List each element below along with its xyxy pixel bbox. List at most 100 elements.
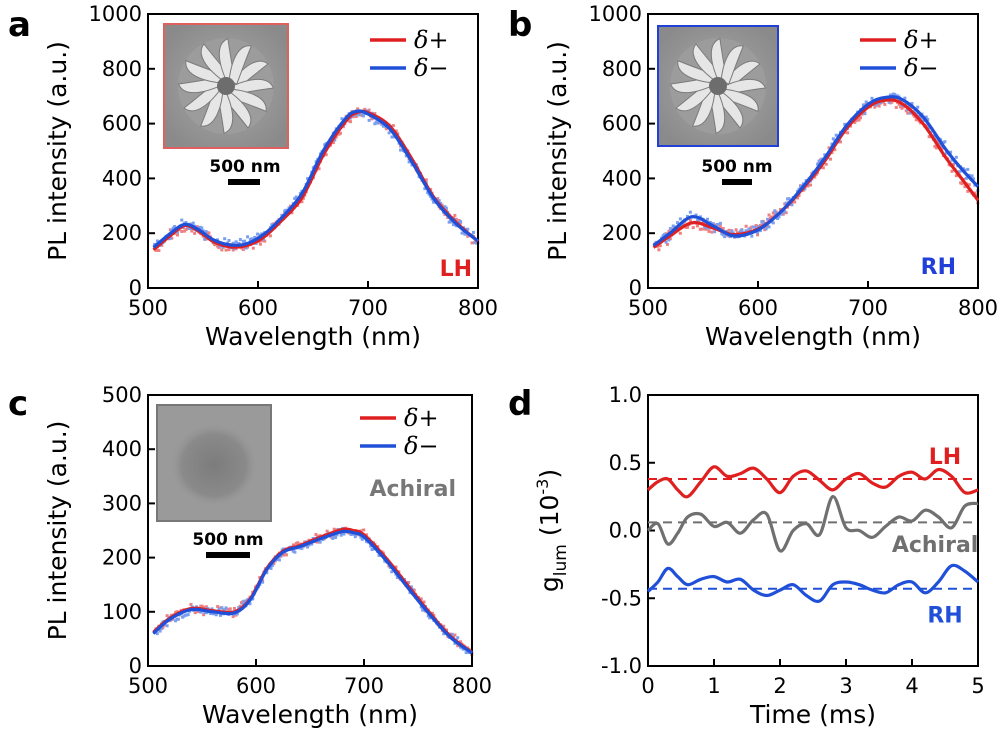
scatter-point [870,96,874,100]
scatter-point [224,248,228,252]
scatter-point [453,633,457,637]
scatter-point [678,231,682,235]
scatter-point [237,241,241,245]
scatter-point [760,220,764,224]
scatter-point [261,580,265,584]
scatter-point [770,215,774,219]
scatter-point [291,543,295,547]
scatter-point [783,210,787,214]
scatter-point [678,217,682,221]
scatter-point [218,613,222,617]
scatter-point [456,636,460,640]
scatter-point [237,606,241,610]
scatter-point [744,229,748,233]
scatter-point [874,103,878,107]
scatter-point [459,220,463,224]
scatter-point [227,238,231,242]
x-tick-label-d: 1 [707,674,720,698]
scatter-point [244,246,248,250]
scatter-point [424,178,428,182]
scatter-point [217,607,221,611]
scatter-point [306,545,310,549]
scatter-point [803,187,807,191]
scatter-point [704,226,708,230]
scatter-point [668,227,672,231]
panel-c: 500 nm 500 600 700 800 0 100 200 300 400 500 Wavel… [43,383,492,729]
scatter-point [927,126,931,130]
scatter-point [228,607,232,611]
scatter-point [790,203,794,207]
scatter-point [391,124,395,128]
scatter-point [431,200,435,204]
scatter-point [290,211,294,215]
scatter-point [796,196,800,200]
legend-label-a-0: δ+ [414,26,449,54]
scatter-point [756,230,760,234]
y-tick-label-c: 100 [102,600,142,624]
scatter-point [373,122,377,126]
scatter-point [384,127,388,131]
x-tick-label-d: 4 [905,674,918,698]
scatter-point [339,533,343,537]
scatter-point [314,533,318,537]
scatter-point [444,206,448,210]
scatter-point [727,228,731,232]
scatter-point [456,644,460,648]
scatter-point [293,550,297,554]
y-axis-label-b: PL intensity (a.u.) [543,41,572,261]
scatter-point [439,201,443,205]
scatter-point [211,612,215,616]
scatter-point [681,222,685,226]
scatter-point [430,611,434,615]
scatter-point [658,244,662,248]
scatter-point [824,162,828,166]
scatter-point [173,225,177,229]
scatter-point [387,131,391,135]
scatter-point [437,199,441,203]
inset-a: 500 nm [163,23,289,185]
scatter-point [816,162,820,166]
scatter-point [964,176,968,180]
x-tick-label-c: 600 [236,674,276,698]
scatter-point [224,606,228,610]
scatter-point [464,651,468,655]
scatter-point [184,228,188,232]
x-tick-label-a: 600 [238,296,278,320]
scatter-point [200,604,204,608]
scatter-point [470,241,474,245]
scatter-point [426,191,430,195]
scatter-point [711,222,715,226]
scatter-point [957,170,961,174]
scatter-point [784,201,788,205]
scatter-point [663,232,667,236]
y-tick-label-a: 600 [102,112,142,136]
y-tick-label-a: 400 [102,166,142,190]
scatter-point [747,227,751,231]
scatter-point [216,238,220,242]
scatter-point [698,215,702,219]
scatter-point [426,614,430,618]
scatter-point [207,231,211,235]
scatter-point [730,229,734,233]
scatter-point [914,118,918,122]
scatter-point [691,226,695,230]
scatter-point [359,535,363,539]
scatter-point [377,553,381,557]
scatter-point [447,220,451,224]
scatter-point [360,537,364,541]
scatter-point [332,527,336,531]
scatter-point [906,111,910,115]
scatter-point [160,627,163,631]
scatter-point [910,101,914,105]
scatter-point [363,107,367,111]
scatter-point [370,548,374,552]
scatter-point [821,166,825,170]
scatter-point [718,224,722,228]
inset-b: 500 nm [657,25,779,185]
scatter-point [216,605,220,609]
scatter-point [863,112,867,116]
x-tick-label-d: 5 [971,674,984,698]
scatter-point [940,147,944,151]
scatter-point [665,242,669,246]
scatter-point [960,182,964,186]
